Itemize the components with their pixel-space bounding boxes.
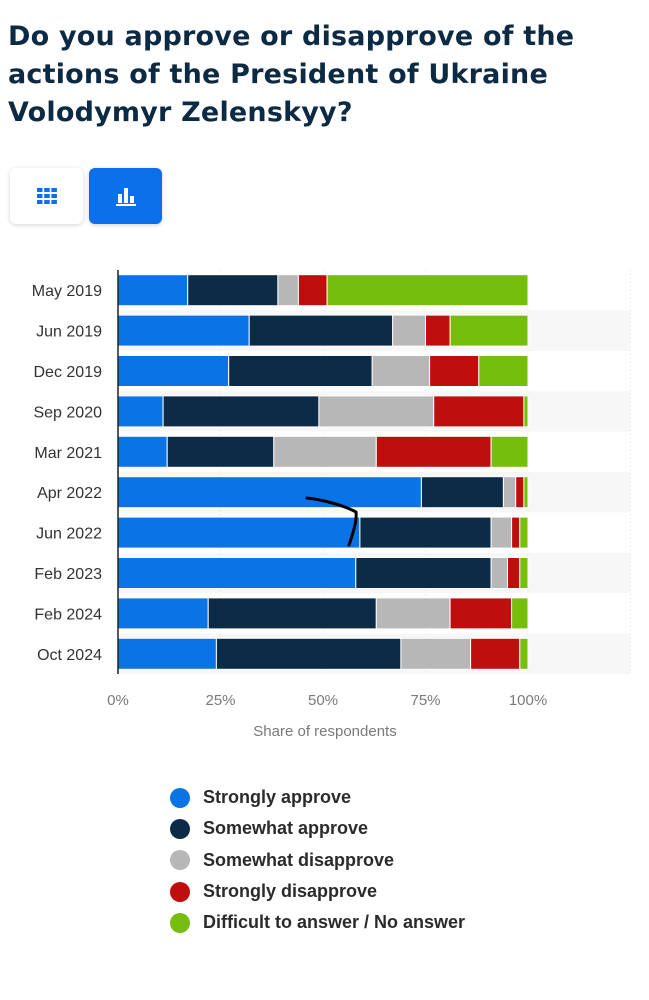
legend-item[interactable]: Somewhat disapprove [170, 845, 465, 876]
legend-marker [170, 818, 190, 839]
bar-somewhat-approve[interactable] [248, 314, 394, 347]
bar-strongly-disapprove[interactable] [433, 395, 525, 428]
bar-difficult-to-answer-no-answer[interactable] [519, 516, 529, 549]
bar-difficult-to-answer-no-answer[interactable] [326, 274, 529, 307]
handwritten-mark [305, 496, 358, 547]
bar-strongly-approve[interactable] [117, 355, 230, 387]
bar-strongly-disapprove[interactable] [511, 516, 521, 549]
bar-strongly-approve[interactable] [117, 637, 217, 670]
bar-difficult-to-answer-no-answer[interactable] [523, 476, 529, 509]
legend-marker [170, 787, 190, 808]
legend-item[interactable]: Difficult to answer / No answer [170, 907, 465, 938]
bar-strongly-disapprove[interactable] [470, 637, 521, 670]
x-tick-label: 0% [107, 692, 129, 709]
bar-strongly-approve[interactable] [117, 274, 189, 307]
legend-marker [170, 912, 190, 933]
y-tick-label: May 2019 [32, 283, 102, 300]
bar-somewhat-disapprove[interactable] [490, 557, 509, 589]
y-tick-label: Sep 2020 [33, 404, 102, 421]
bar-strongly-approve[interactable] [117, 435, 168, 468]
legend-marker [170, 881, 190, 902]
legend-label: Somewhat disapprove [203, 849, 395, 870]
bar-chart-icon [115, 188, 136, 206]
bar-strongly-disapprove[interactable] [449, 597, 513, 630]
chart-view-button[interactable] [89, 168, 162, 224]
bar-somewhat-disapprove[interactable] [400, 637, 472, 670]
bar-somewhat-approve[interactable] [215, 637, 402, 670]
bar-somewhat-approve[interactable] [359, 516, 492, 549]
bar-somewhat-disapprove[interactable] [375, 597, 451, 630]
legend-item[interactable]: Strongly disapprove [170, 876, 465, 907]
bar-somewhat-approve[interactable] [420, 476, 504, 509]
bar-strongly-disapprove[interactable] [429, 355, 480, 387]
bar-difficult-to-answer-no-answer[interactable] [490, 435, 529, 468]
bar-difficult-to-answer-no-answer[interactable] [478, 355, 529, 387]
bar-somewhat-approve[interactable] [166, 435, 275, 468]
legend-label: Strongly disapprove [203, 881, 378, 902]
y-tick-label: Jun 2022 [36, 526, 102, 543]
y-tick-label: Mar 2021 [34, 445, 102, 462]
bar-somewhat-disapprove[interactable] [273, 435, 377, 468]
bar-difficult-to-answer-no-answer[interactable] [519, 637, 529, 670]
bar-strongly-approve[interactable] [117, 597, 209, 630]
bar-somewhat-approve[interactable] [355, 557, 492, 589]
bar-somewhat-disapprove[interactable] [371, 355, 431, 387]
table-view-button[interactable] [10, 168, 83, 224]
bar-difficult-to-answer-no-answer[interactable] [511, 597, 529, 630]
bar-somewhat-disapprove[interactable] [490, 516, 513, 549]
y-tick-label: Feb 2024 [34, 606, 102, 623]
x-tick-label: 25% [205, 692, 235, 709]
x-tick-label: 100% [509, 692, 547, 709]
x-axis-title: Share of respondents [253, 723, 396, 740]
chart-legend: Strongly approve Somewhat approve Somewhat… [170, 782, 465, 938]
bar-somewhat-approve[interactable] [162, 395, 320, 428]
bar-somewhat-disapprove[interactable] [318, 395, 435, 428]
bar-somewhat-approve[interactable] [187, 274, 279, 307]
bar-strongly-disapprove[interactable] [507, 557, 521, 589]
chart-title: Do you approve or disapprove of the acti… [8, 21, 575, 128]
bar-somewhat-disapprove[interactable] [502, 476, 517, 509]
bar-strongly-disapprove[interactable] [375, 435, 492, 468]
bar-strongly-approve[interactable] [117, 516, 361, 549]
legend-label: Strongly approve [203, 787, 352, 808]
bar-difficult-to-answer-no-answer[interactable] [519, 557, 529, 589]
bar-difficult-to-answer-no-answer[interactable] [523, 395, 529, 428]
legend-label: Difficult to answer / No answer [203, 912, 466, 933]
x-tick-label: 50% [308, 692, 338, 709]
x-tick-label: 75% [410, 692, 440, 709]
bar-difficult-to-answer-no-answer[interactable] [449, 314, 529, 347]
bar-strongly-disapprove[interactable] [515, 476, 525, 509]
bar-strongly-approve[interactable] [117, 314, 250, 347]
stacked-bar-chart: May 2019 Jun 2019 Dec 2019 Sep 2020 Mar 2021… [32, 270, 631, 740]
legend-marker [170, 850, 190, 871]
y-tick-label: Feb 2023 [34, 566, 102, 583]
bar-strongly-disapprove[interactable] [297, 274, 328, 307]
bar-strongly-approve[interactable] [117, 476, 422, 509]
y-tick-label: Dec 2019 [34, 364, 103, 381]
bar-somewhat-disapprove[interactable] [277, 274, 299, 307]
bar-somewhat-approve[interactable] [207, 597, 377, 630]
legend-label: Somewhat approve [203, 818, 369, 839]
bar-strongly-approve[interactable] [117, 395, 164, 428]
bar-somewhat-approve[interactable] [228, 355, 373, 387]
bar-somewhat-disapprove[interactable] [392, 314, 427, 347]
legend-item[interactable]: Somewhat approve [170, 813, 465, 844]
y-tick-label: Apr 2022 [37, 485, 102, 502]
y-tick-label: Oct 2024 [37, 647, 102, 664]
legend-item[interactable]: Strongly approve [170, 782, 465, 813]
bar-strongly-approve[interactable] [117, 557, 357, 589]
y-tick-label: Jun 2019 [36, 324, 102, 341]
table-grid-icon [36, 188, 57, 204]
bar-strongly-disapprove[interactable] [425, 314, 451, 347]
